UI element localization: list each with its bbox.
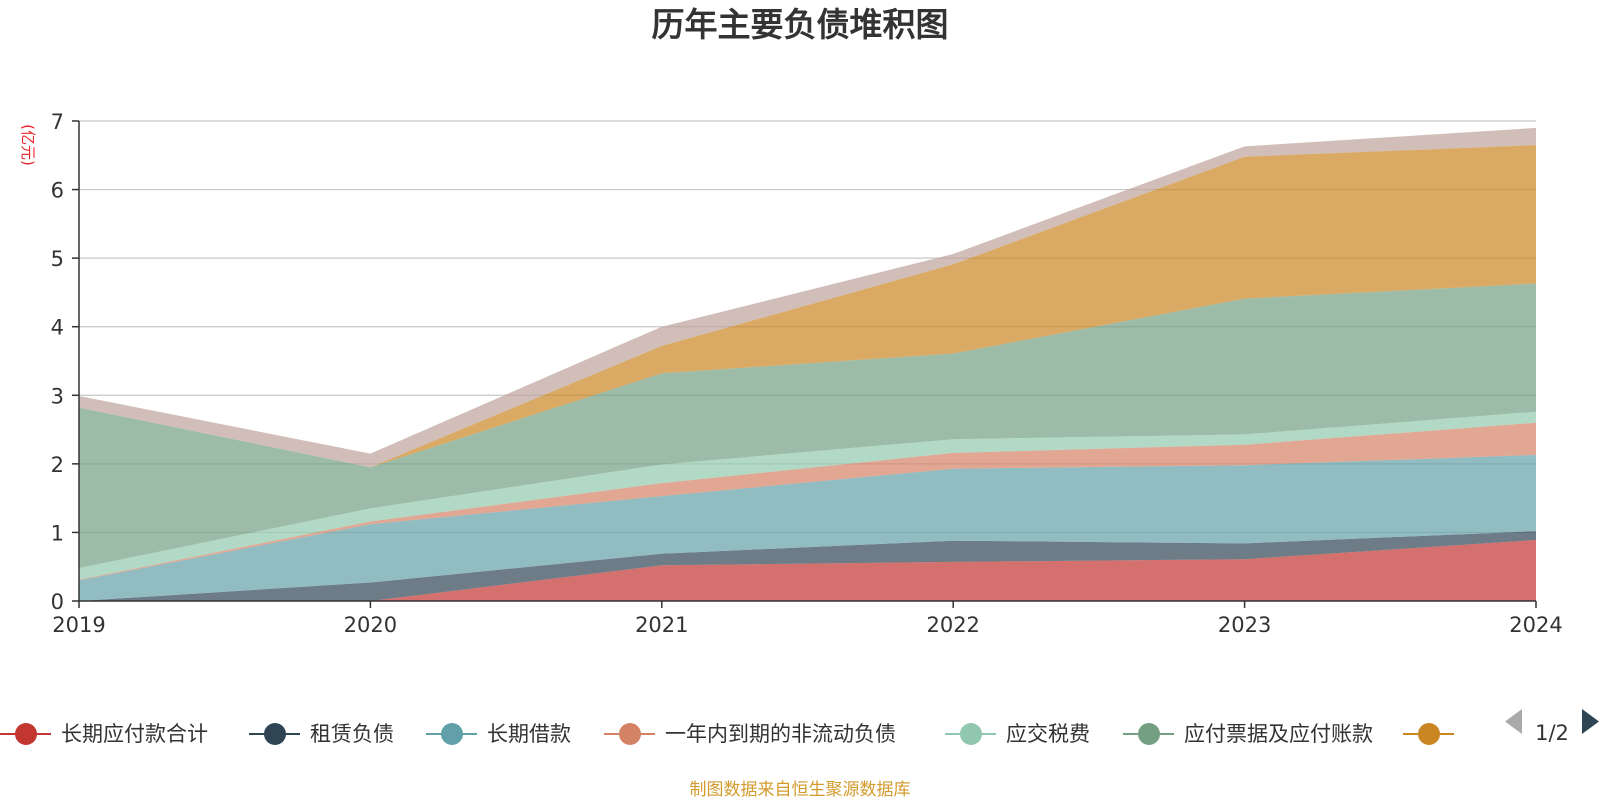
x-tick-label: 2020 — [344, 613, 397, 637]
area-series-1[interactable] — [79, 540, 1536, 601]
legend-marker — [619, 723, 641, 745]
data-source-note: 制图数据来自恒生聚源数据库 — [690, 780, 911, 800]
legend-marker — [441, 723, 463, 745]
legend-label: 一年内到期的非流动负债 — [665, 722, 896, 746]
y-tick-label: 7 — [51, 110, 64, 134]
legend-label: 租赁负债 — [310, 722, 394, 746]
legend-item[interactable]: 长期应付款合计 — [0, 722, 208, 746]
area-series-8[interactable] — [79, 127, 1536, 468]
area-series-7[interactable] — [79, 145, 1536, 468]
legend-pager: 1/2 — [1505, 709, 1599, 745]
legend-item[interactable]: 应交税费 — [945, 722, 1090, 746]
y-tick-label: 3 — [51, 384, 64, 408]
area-series-6[interactable] — [79, 283, 1536, 569]
stacked-areas — [79, 127, 1536, 601]
y-tick-label: 5 — [51, 247, 64, 271]
y-axis-unit-label: (亿元) — [19, 124, 37, 166]
legend-marker — [1418, 723, 1440, 745]
y-tick-label: 0 — [51, 590, 64, 614]
y-tick-label: 6 — [51, 179, 64, 203]
y-tick-label: 2 — [51, 453, 64, 477]
x-tick-label: 2022 — [926, 613, 979, 637]
area-series-3[interactable] — [79, 454, 1536, 601]
legend-label: 长期借款 — [487, 722, 571, 746]
legend-label: 应付票据及应付账款 — [1184, 722, 1373, 746]
y-tick-labels: 0 1 2 3 4 5 6 7 — [51, 110, 64, 614]
legend-item[interactable] — [1403, 723, 1454, 745]
legend-item[interactable]: 长期借款 — [426, 722, 571, 746]
legend-prev-page-icon[interactable] — [1505, 709, 1522, 734]
legend-item[interactable]: 租赁负债 — [249, 722, 394, 746]
x-tick-label: 2019 — [52, 613, 105, 637]
legend-marker — [15, 723, 37, 745]
legend-marker — [264, 723, 286, 745]
x-tick-labels: 2019 2020 2021 2022 2023 2024 — [52, 613, 1562, 637]
area-series-5[interactable] — [79, 411, 1536, 580]
legend-label: 应交税费 — [1006, 722, 1090, 746]
legend-item[interactable]: 应付票据及应付账款 — [1123, 722, 1373, 746]
axes — [72, 120, 1537, 608]
area-series-2[interactable] — [79, 531, 1536, 601]
legend-page-indicator: 1/2 — [1535, 721, 1569, 745]
legend-label: 长期应付款合计 — [61, 722, 208, 746]
legend-item[interactable]: 一年内到期的非流动负债 — [604, 722, 896, 746]
legend-marker — [1138, 723, 1160, 745]
legend-marker — [960, 723, 982, 745]
x-tick-label: 2021 — [635, 613, 688, 637]
x-tick-label: 2023 — [1218, 613, 1271, 637]
y-tick-label: 4 — [51, 316, 64, 340]
x-tick-label: 2024 — [1509, 613, 1562, 637]
area-series-4[interactable] — [79, 422, 1536, 581]
chart-title: 历年主要负债堆积图 — [652, 5, 949, 44]
legend: 长期应付款合计 租赁负债 长期借款 一年内到期的非流动负债 应交税费 应付票据及应付账款 — [0, 722, 1454, 746]
y-tick-label: 1 — [51, 521, 64, 545]
legend-next-page-icon[interactable] — [1582, 709, 1599, 734]
